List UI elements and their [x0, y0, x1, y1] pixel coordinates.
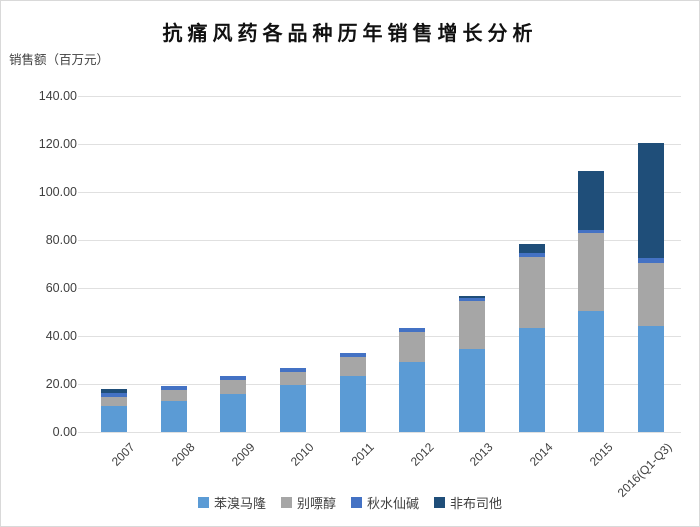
y-tick-label: 80.00 — [45, 233, 77, 247]
y-tick-label: 100.00 — [38, 185, 77, 199]
legend-label: 非布司他 — [450, 496, 503, 511]
legend-swatch-icon — [197, 497, 209, 508]
bar-segment — [638, 262, 665, 327]
bar-segment — [578, 229, 605, 234]
bar-segment — [399, 362, 426, 432]
chart-title: 抗痛风药各品种历年销售增长分析 — [162, 23, 538, 45]
bar-segment — [518, 256, 545, 328]
legend-label: 别嘌醇 — [296, 496, 336, 511]
bar-segment — [518, 244, 545, 254]
y-tick-label: 40.00 — [45, 329, 77, 343]
stacked-bar-2011 — [339, 352, 366, 432]
bar-segment — [459, 301, 486, 350]
bar-segment — [399, 331, 426, 363]
bar-segment — [638, 258, 665, 263]
bar-segment — [578, 171, 605, 230]
bar-segment — [518, 253, 545, 257]
x-tick-label: 2010 — [288, 440, 317, 469]
stacked-bar-2010 — [279, 368, 306, 432]
y-tick-label: 140.00 — [38, 89, 77, 103]
y-axis-unit-label: 销售额（百万元） — [9, 53, 110, 67]
x-tick-label: 2016(Q1-Q3) — [615, 440, 676, 500]
gridline — [78, 143, 681, 145]
gridline — [78, 383, 681, 385]
x-tick-label: 2012 — [407, 440, 437, 469]
legend-label: 苯溴马隆 — [213, 496, 266, 511]
bar-segment — [220, 376, 247, 381]
bar-segment — [578, 233, 605, 312]
y-tick-label: 0.00 — [52, 425, 77, 439]
x-tick-label: 2007 — [108, 440, 138, 469]
x-tick-label: 2013 — [467, 440, 496, 469]
stacked-bar-2008 — [160, 386, 187, 432]
gridline — [78, 191, 681, 193]
gridline — [78, 335, 681, 337]
gridline — [78, 287, 681, 289]
x-tick-label: 2009 — [228, 440, 258, 469]
legend-item: 非布司他 — [434, 493, 502, 512]
plot-area: 2007 2008 2009 2010 2011 2012 2013 2014 2015 2016… — [78, 95, 681, 500]
legend-item: 别嘌醇 — [280, 493, 336, 512]
stacked-bar-2007 — [100, 388, 127, 432]
bar-segment — [100, 396, 127, 407]
gridline — [78, 431, 681, 433]
stacked-bar-2012 — [399, 327, 426, 432]
legend-swatch-icon — [351, 497, 362, 508]
bar-segment — [160, 390, 187, 401]
legend-swatch-icon — [280, 497, 292, 508]
bar-segment — [279, 368, 306, 372]
bar-segment — [518, 327, 545, 432]
bar-segment — [459, 296, 486, 299]
stacked-bar-2015 — [578, 171, 605, 432]
bar-segment — [578, 311, 605, 432]
bar-segment — [160, 386, 187, 391]
bar-segment — [459, 349, 486, 432]
bar-segment — [638, 326, 665, 432]
bar-segment — [100, 406, 127, 432]
legend-label: 秋水仙碱 — [367, 496, 420, 511]
bar-segment — [638, 142, 665, 259]
legend-item: 苯溴马隆 — [197, 493, 266, 512]
bar-segment — [279, 371, 306, 385]
gridline — [78, 95, 681, 97]
y-tick-label: 20.00 — [45, 377, 77, 391]
bar-segment — [399, 327, 426, 332]
bar-segment — [339, 352, 366, 357]
x-tick-label: 2011 — [348, 440, 377, 469]
stacked-bar-2016(Q1-Q3) — [638, 142, 665, 432]
stacked-bar-2014 — [518, 244, 545, 432]
y-tick-label: 120.00 — [38, 137, 77, 151]
legend-item: 秋水仙碱 — [351, 493, 419, 512]
legend: 苯溴马隆 别嘌醇 秋水仙碱 非布司他 — [1, 493, 699, 512]
bar-segment — [160, 400, 187, 432]
bar-segment — [459, 298, 486, 302]
bar-segment — [279, 384, 306, 432]
legend-swatch-icon — [434, 497, 446, 508]
bar-segment — [339, 356, 366, 376]
x-tick-label: 2014 — [526, 440, 556, 469]
bar-segment — [220, 380, 247, 395]
bar-segment — [220, 394, 247, 432]
bar-segment — [339, 375, 366, 432]
stacked-bar-2009 — [220, 376, 247, 432]
bar-segment — [100, 392, 127, 397]
y-tick-label: 60.00 — [45, 281, 77, 295]
gridline — [78, 239, 681, 241]
x-tick-label: 2015 — [586, 440, 616, 469]
bar-segment — [100, 388, 127, 393]
stacked-bar-2013 — [459, 296, 486, 432]
x-tick-label: 2008 — [168, 440, 198, 469]
